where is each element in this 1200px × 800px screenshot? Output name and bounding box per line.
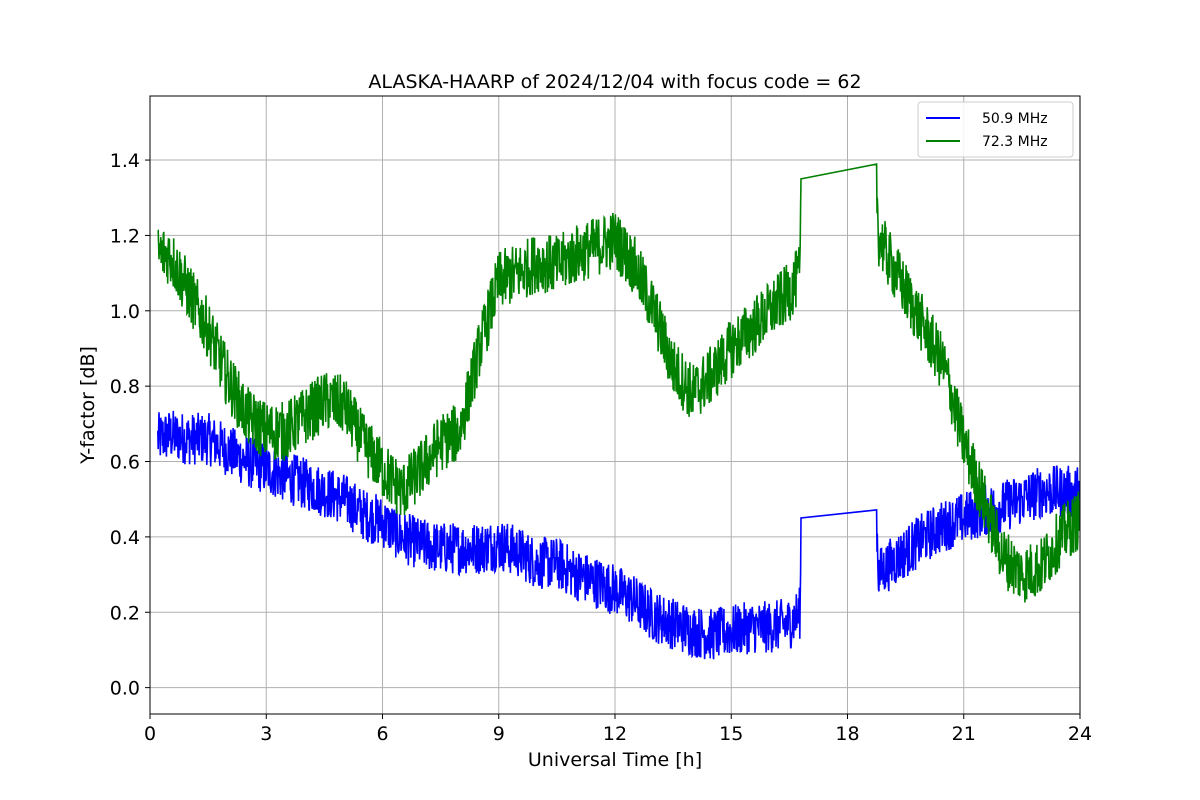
series-line-72-3-mhz	[157, 163, 1080, 603]
x-tick-label: 12	[603, 723, 627, 745]
y-tick-label: 0.4	[110, 527, 140, 549]
legend-label-50-9-mhz: 50.9 MHz	[982, 111, 1048, 127]
y-tick-label: 0.2	[110, 602, 140, 624]
x-tick-label: 3	[260, 723, 272, 745]
x-tick-label: 15	[719, 723, 743, 745]
x-tick-label: 0	[144, 723, 156, 745]
chart-title: ALASKA-HAARP of 2024/12/04 with focus co…	[368, 71, 861, 93]
y-tick-label: 1.4	[110, 150, 140, 172]
legend: 50.9 MHz 72.3 MHz	[917, 101, 1074, 158]
y-axis-label: Y-factor [dB]	[77, 346, 99, 465]
y-tick-label: 0.0	[110, 678, 140, 700]
series-line-50-9-mhz	[157, 410, 1080, 660]
series-layer	[157, 163, 1080, 660]
x-tick-label: 6	[376, 723, 388, 745]
y-tick-label: 1.0	[110, 301, 140, 323]
y-tick-label: 0.6	[110, 452, 140, 474]
legend-box	[917, 101, 1074, 158]
x-tick-label: 21	[952, 723, 976, 745]
tick-layer: 0 3 6 9 12 15 18 21 24 0.0 0.2 0.4 0.6 0.8 1.0 1.2 1.4	[110, 150, 1092, 745]
legend-label-72-3-mhz: 72.3 MHz	[982, 134, 1048, 150]
x-tick-label: 18	[835, 723, 859, 745]
x-tick-label: 9	[493, 723, 505, 745]
x-tick-label: 24	[1068, 723, 1092, 745]
grid-lines	[149, 96, 1081, 714]
x-axis-label: Universal Time [h]	[528, 749, 702, 771]
y-tick-label: 1.2	[110, 225, 140, 247]
y-tick-label: 0.8	[110, 376, 140, 398]
